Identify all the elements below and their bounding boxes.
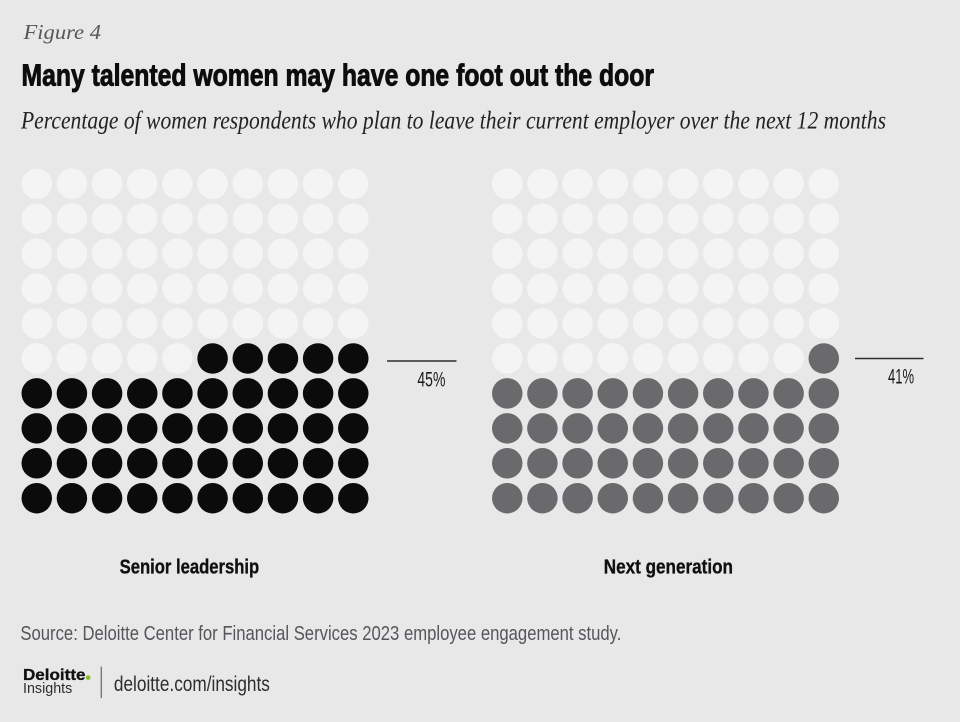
svg-text:deloitte.com/insights: deloitte.com/insights bbox=[114, 672, 270, 696]
svg-text:Figure 4: Figure 4 bbox=[22, 20, 101, 44]
svg-text:Insights: Insights bbox=[23, 680, 72, 697]
svg-text:Source: Deloitte Center for Fi: Source: Deloitte Center for Financial Se… bbox=[20, 623, 621, 645]
svg-text:41%: 41% bbox=[888, 366, 914, 389]
svg-text:Senior leadership: Senior leadership bbox=[120, 556, 260, 578]
svg-text:Many talented women may have o: Many talented women may have one foot ou… bbox=[22, 58, 655, 93]
svg-text:45%: 45% bbox=[417, 368, 445, 391]
svg-text:Deloitte: Deloitte bbox=[23, 667, 86, 684]
svg-text:Next generation: Next generation bbox=[604, 556, 733, 578]
svg-text:Percentage of women respondent: Percentage of women respondents who plan… bbox=[20, 108, 886, 135]
